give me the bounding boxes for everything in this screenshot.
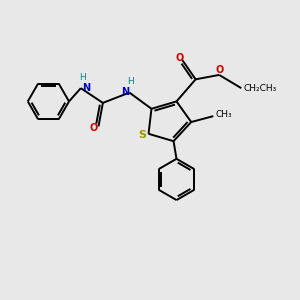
Text: H: H [79,73,86,82]
Text: O: O [175,53,184,63]
Text: S: S [138,130,146,140]
Text: H: H [128,77,134,86]
Text: CH₂CH₃: CH₂CH₃ [244,84,277,93]
Text: N: N [82,82,90,93]
Text: O: O [216,64,224,75]
Text: CH₃: CH₃ [216,110,232,119]
Text: N: N [121,87,129,97]
Text: O: O [90,123,98,133]
